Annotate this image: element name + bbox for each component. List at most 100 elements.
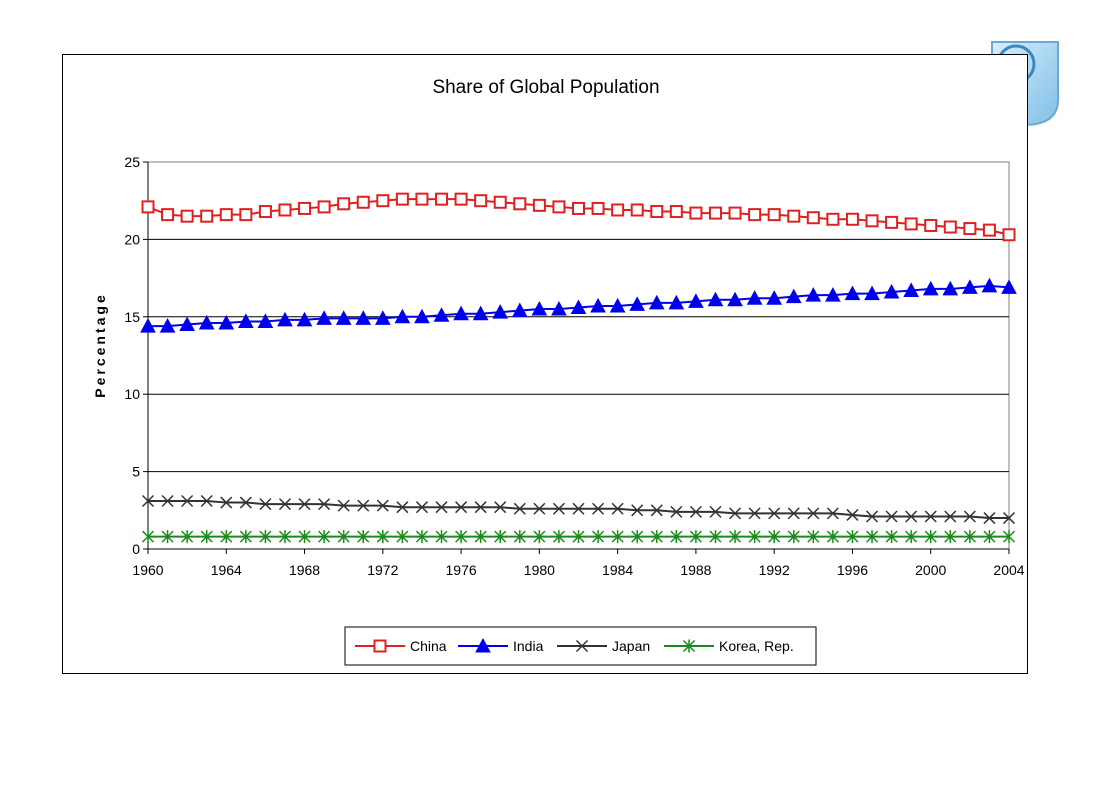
data-point-india bbox=[374, 310, 391, 325]
marker-stroke bbox=[435, 501, 448, 514]
marker-stroke bbox=[924, 510, 937, 523]
data-point-japan bbox=[846, 508, 859, 521]
marker-stroke bbox=[415, 501, 428, 514]
data-point-korea-rep bbox=[670, 530, 683, 544]
data-point-japan bbox=[494, 501, 507, 514]
marker-stroke bbox=[729, 507, 742, 520]
data-point-china bbox=[845, 212, 859, 226]
marker-stroke bbox=[748, 507, 761, 520]
data-point-korea-rep bbox=[200, 530, 213, 544]
data-point-india bbox=[238, 313, 254, 328]
data-point-china bbox=[435, 192, 449, 206]
marker-stroke bbox=[611, 502, 624, 515]
data-point-korea-rep bbox=[474, 530, 487, 544]
data-point-korea-rep bbox=[435, 530, 448, 544]
marker-stroke bbox=[533, 502, 546, 515]
data-point-japan bbox=[807, 507, 820, 520]
marker-stroke bbox=[494, 501, 507, 514]
data-point-korea-rep bbox=[259, 530, 272, 544]
marker-stroke bbox=[1002, 512, 1016, 525]
line-chart: Share of Global Population Percentage 0 5… bbox=[92, 77, 1025, 666]
data-point-japan bbox=[650, 504, 663, 517]
data-point-korea-rep bbox=[885, 530, 898, 544]
data-point-india bbox=[257, 313, 274, 328]
data-point-india bbox=[844, 285, 861, 301]
data-point-china bbox=[298, 201, 312, 215]
data-point-india bbox=[785, 288, 802, 304]
legend-marker-korea-rep bbox=[682, 639, 696, 653]
y-tick-label: 20 bbox=[124, 231, 140, 247]
data-point-japan bbox=[592, 502, 605, 515]
data-point-china bbox=[317, 200, 331, 214]
data-point-china bbox=[943, 220, 957, 234]
data-point-japan bbox=[670, 505, 683, 518]
marker-stroke bbox=[885, 510, 898, 523]
data-point-india bbox=[609, 297, 626, 313]
data-point-china bbox=[395, 192, 409, 206]
data-point-china bbox=[708, 206, 722, 220]
y-tick-label: 10 bbox=[124, 386, 140, 402]
data-point-india bbox=[903, 282, 919, 297]
data-point-india bbox=[864, 285, 880, 301]
marker-stroke bbox=[689, 505, 702, 518]
data-point-japan bbox=[1002, 512, 1016, 525]
data-point-korea-rep bbox=[357, 530, 370, 544]
marker-stroke bbox=[513, 502, 526, 515]
legend-marker-india bbox=[475, 637, 491, 653]
data-point-korea-rep bbox=[318, 530, 331, 544]
data-point-india bbox=[355, 310, 372, 325]
data-point-china bbox=[650, 205, 664, 219]
data-point-japan bbox=[513, 502, 526, 515]
data-point-korea-rep bbox=[865, 530, 879, 544]
data-point-india bbox=[922, 280, 939, 296]
x-tick-label: 1984 bbox=[602, 562, 633, 578]
data-point-china bbox=[767, 208, 781, 222]
data-point-japan bbox=[689, 505, 702, 518]
x-tick-label: 1996 bbox=[837, 562, 868, 578]
chart-area: Share of Global Population Percentage 0 5… bbox=[62, 54, 1028, 674]
data-point-japan bbox=[611, 502, 624, 515]
data-point-korea-rep bbox=[181, 530, 194, 544]
data-point-japan bbox=[220, 496, 233, 509]
legend-label-india: India bbox=[513, 638, 544, 654]
y-tick-label: 0 bbox=[132, 541, 140, 557]
y-tick-label: 15 bbox=[124, 309, 140, 325]
data-point-korea-rep bbox=[709, 530, 722, 544]
data-point-india bbox=[629, 296, 646, 311]
data-point-india bbox=[962, 279, 978, 294]
data-point-korea-rep bbox=[415, 530, 428, 544]
data-point-japan bbox=[983, 512, 996, 525]
marker-stroke bbox=[239, 496, 252, 509]
data-point-japan bbox=[337, 499, 350, 512]
data-point-india bbox=[981, 277, 998, 293]
data-point-china bbox=[611, 203, 625, 217]
data-point-india bbox=[825, 287, 841, 302]
marker-stroke bbox=[709, 505, 722, 518]
marker-stroke bbox=[376, 499, 389, 512]
y-tick-label: 25 bbox=[124, 154, 140, 170]
data-point-japan bbox=[298, 498, 311, 511]
marker-stroke bbox=[278, 498, 292, 511]
marker-stroke bbox=[963, 510, 976, 523]
legend-label-korea-rep: Korea, Rep. bbox=[719, 638, 794, 654]
data-point-india bbox=[668, 294, 685, 310]
data-point-india bbox=[805, 287, 822, 302]
data-point-korea-rep bbox=[220, 530, 233, 544]
marker-stroke bbox=[575, 639, 589, 653]
data-point-korea-rep bbox=[846, 530, 859, 544]
x-tick-label: 1972 bbox=[367, 562, 398, 578]
marker-stroke bbox=[846, 508, 859, 521]
data-point-japan bbox=[474, 501, 487, 514]
x-tick-label: 1960 bbox=[132, 562, 163, 578]
data-point-india bbox=[942, 280, 959, 296]
x-tick-label: 1964 bbox=[211, 562, 242, 578]
data-point-korea-rep bbox=[396, 530, 409, 544]
marker-stroke bbox=[650, 504, 663, 517]
data-point-china bbox=[630, 203, 644, 217]
data-point-japan bbox=[709, 505, 722, 518]
data-point-china bbox=[474, 194, 488, 208]
data-point-korea-rep bbox=[768, 530, 781, 544]
data-point-japan bbox=[181, 494, 194, 508]
data-point-japan bbox=[141, 494, 155, 508]
data-point-china bbox=[748, 208, 762, 222]
